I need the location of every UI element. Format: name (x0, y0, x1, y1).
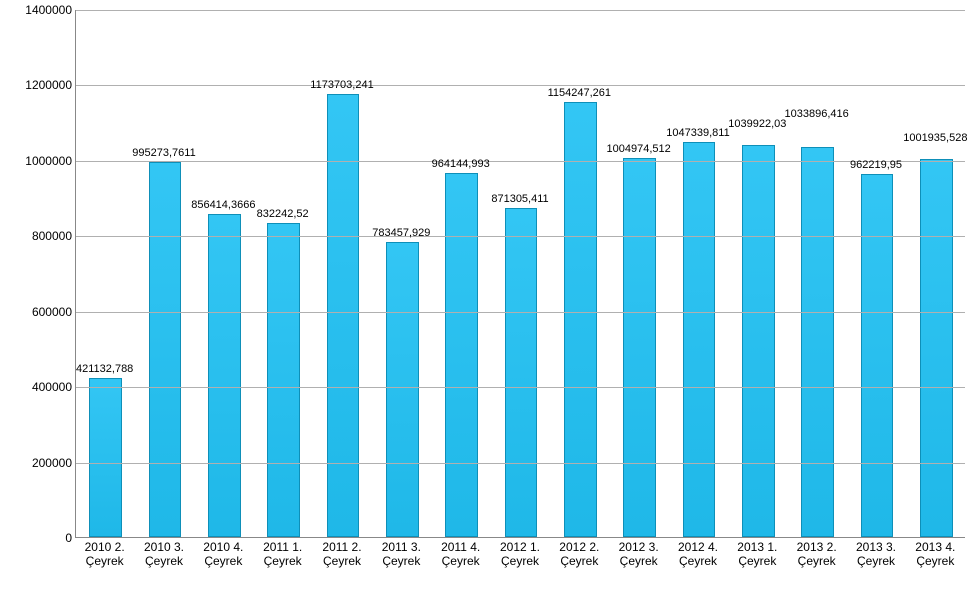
data-label: 995273,7611 (132, 147, 195, 159)
xtick-label: 2010 4.Çeyrek (203, 540, 243, 569)
bar (623, 158, 656, 537)
xtick-label: 2012 3.Çeyrek (619, 540, 659, 569)
plot-area (75, 10, 965, 538)
xtick-label: 2013 3.Çeyrek (856, 540, 896, 569)
gridline (76, 85, 965, 86)
data-label: 856414,3666 (191, 199, 255, 211)
data-label: 421132,788 (76, 363, 133, 375)
data-label: 1039922,03 (728, 118, 786, 130)
bar (505, 208, 538, 537)
gridline (76, 236, 965, 237)
ytick-label: 800000 (7, 229, 72, 243)
bar (742, 145, 775, 537)
ytick-label: 1000000 (7, 154, 72, 168)
bar (267, 223, 300, 537)
ytick-label: 600000 (7, 305, 72, 319)
bar-chart: 0 200000 400000 600000 800000 1000000 1200000 1… (0, 0, 977, 598)
bar (801, 147, 834, 537)
data-label: 783457,929 (372, 227, 430, 239)
ytick-label: 1400000 (7, 3, 72, 17)
xtick-label: 2013 1.Çeyrek (737, 540, 777, 569)
data-label: 1047339,811 (666, 127, 729, 139)
data-label: 962219,95 (850, 159, 902, 171)
data-label: 832242,52 (257, 208, 309, 220)
xtick-label: 2010 2.Çeyrek (85, 540, 125, 569)
xtick-label: 2010 3.Çeyrek (144, 540, 184, 569)
data-label: 1173703,241 (310, 79, 373, 91)
bar (208, 214, 241, 537)
bar (564, 102, 597, 537)
gridline (76, 10, 965, 11)
data-label: 871305,411 (491, 193, 548, 205)
bar (89, 378, 122, 537)
xtick-label: 2011 4.Çeyrek (441, 540, 480, 569)
xtick-label: 2012 2.Çeyrek (559, 540, 599, 569)
data-label: 1001935,528 (903, 132, 967, 144)
bar (386, 242, 419, 537)
ytick-label: 400000 (7, 380, 72, 394)
ytick-label: 200000 (7, 456, 72, 470)
bars-layer (76, 10, 965, 537)
data-label: 964144,993 (432, 158, 490, 170)
gridline (76, 463, 965, 464)
xtick-label: 2011 1.Çeyrek (263, 540, 302, 569)
ytick-label: 1200000 (7, 78, 72, 92)
gridline (76, 161, 965, 162)
ytick-label: 0 (7, 531, 72, 545)
xtick-label: 2013 2.Çeyrek (797, 540, 837, 569)
gridline (76, 387, 965, 388)
xtick-label: 2013 4.Çeyrek (915, 540, 955, 569)
bar (861, 174, 894, 537)
bar (920, 159, 953, 537)
xtick-label: 2011 3.Çeyrek (382, 540, 421, 569)
data-label: 1033896,416 (785, 108, 849, 120)
data-label: 1004974,512 (607, 143, 671, 155)
bar (683, 142, 716, 537)
bar (445, 173, 478, 537)
gridline (76, 312, 965, 313)
xtick-label: 2011 2.Çeyrek (322, 540, 361, 569)
xtick-label: 2012 1.Çeyrek (500, 540, 540, 569)
bar (149, 162, 182, 537)
xtick-label: 2012 4.Çeyrek (678, 540, 718, 569)
data-label: 1154247,261 (548, 87, 611, 99)
